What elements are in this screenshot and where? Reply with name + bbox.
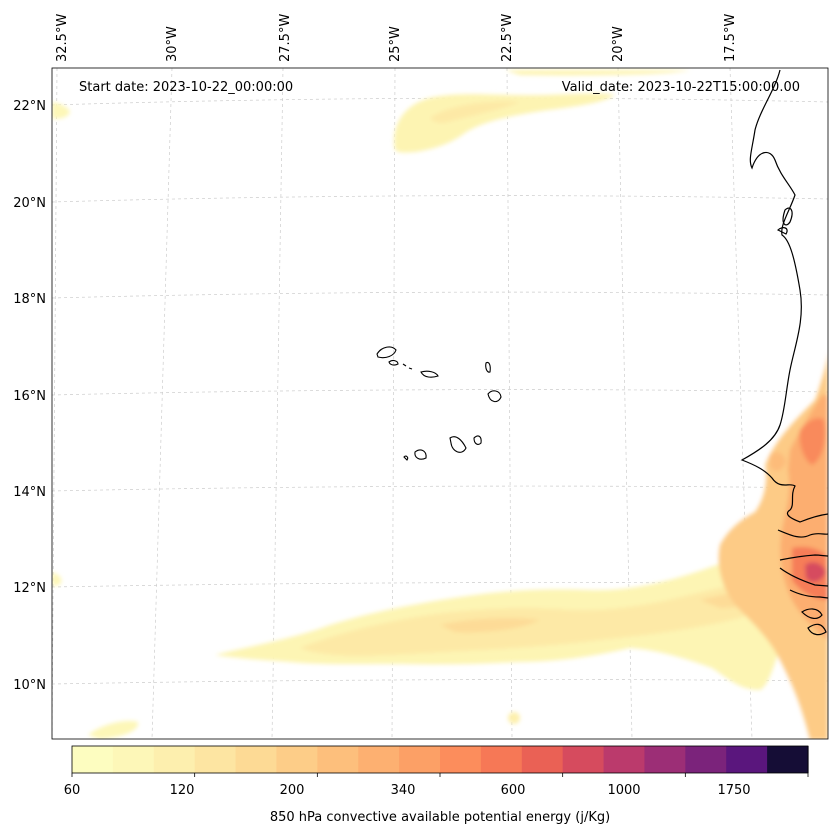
lon-label: 20°W (611, 26, 626, 62)
colorbar-tick-label: 600 (501, 783, 526, 798)
colorbar-cell (317, 746, 358, 773)
colorbar-cell (399, 746, 440, 773)
lat-label: 12°N (13, 581, 46, 596)
colorbar-cell (195, 746, 236, 773)
colorbar-cells (72, 746, 809, 773)
colorbar-cell (113, 746, 154, 773)
cape-map-figure: Start date: 2023-10-22_00:00:00 Valid_da… (0, 0, 837, 836)
colorbar-tick-label: 1750 (717, 783, 750, 798)
latitude-labels: 22°N 20°N 18°N 16°N 14°N 12°N 10°N (13, 99, 46, 693)
colorbar-cell (644, 746, 685, 773)
lon-label: 30°W (165, 26, 180, 62)
colorbar-tick-label: 60 (64, 783, 81, 798)
lon-label: 25°W (388, 26, 403, 62)
valid-date-label: Valid_date: 2023-10-22T15:00:00.00 (562, 80, 800, 95)
lat-label: 22°N (13, 99, 46, 114)
lat-label: 16°N (13, 389, 46, 404)
colorbar-cell (154, 746, 195, 773)
colorbar-cell (440, 746, 481, 773)
colorbar: 60 120 200 340 600 1000 1750 850 hPa con… (64, 746, 809, 825)
colorbar-cell (604, 746, 645, 773)
colorbar-cell (481, 746, 522, 773)
lon-label: 17.5°W (723, 14, 738, 62)
colorbar-cell (72, 746, 113, 773)
colorbar-cell (522, 746, 563, 773)
colorbar-cell (726, 746, 767, 773)
lon-label: 27.5°W (278, 14, 293, 62)
lon-label: 32.5°W (55, 14, 70, 62)
colorbar-cell (563, 746, 604, 773)
colorbar-cell (685, 746, 726, 773)
colorbar-cell (236, 746, 277, 773)
lat-label: 20°N (13, 196, 46, 211)
colorbar-tick-label: 120 (170, 783, 195, 798)
lon-label: 22.5°W (500, 14, 515, 62)
colorbar-cell (276, 746, 317, 773)
lat-label: 14°N (13, 485, 46, 500)
longitude-labels: 32.5°W 30°W 27.5°W 25°W 22.5°W 20°W 17.5… (55, 14, 738, 62)
lat-label: 18°N (13, 292, 46, 307)
colorbar-tick-label: 340 (391, 783, 416, 798)
colorbar-cell (767, 746, 808, 773)
colorbar-ticks (72, 773, 808, 777)
colorbar-title: 850 hPa convective available potential e… (270, 810, 610, 825)
colorbar-tick-label: 1000 (607, 783, 640, 798)
colorbar-cell (358, 746, 399, 773)
start-date-label: Start date: 2023-10-22_00:00:00 (79, 80, 293, 95)
lat-label: 10°N (13, 678, 46, 693)
colorbar-tick-label: 200 (280, 783, 305, 798)
